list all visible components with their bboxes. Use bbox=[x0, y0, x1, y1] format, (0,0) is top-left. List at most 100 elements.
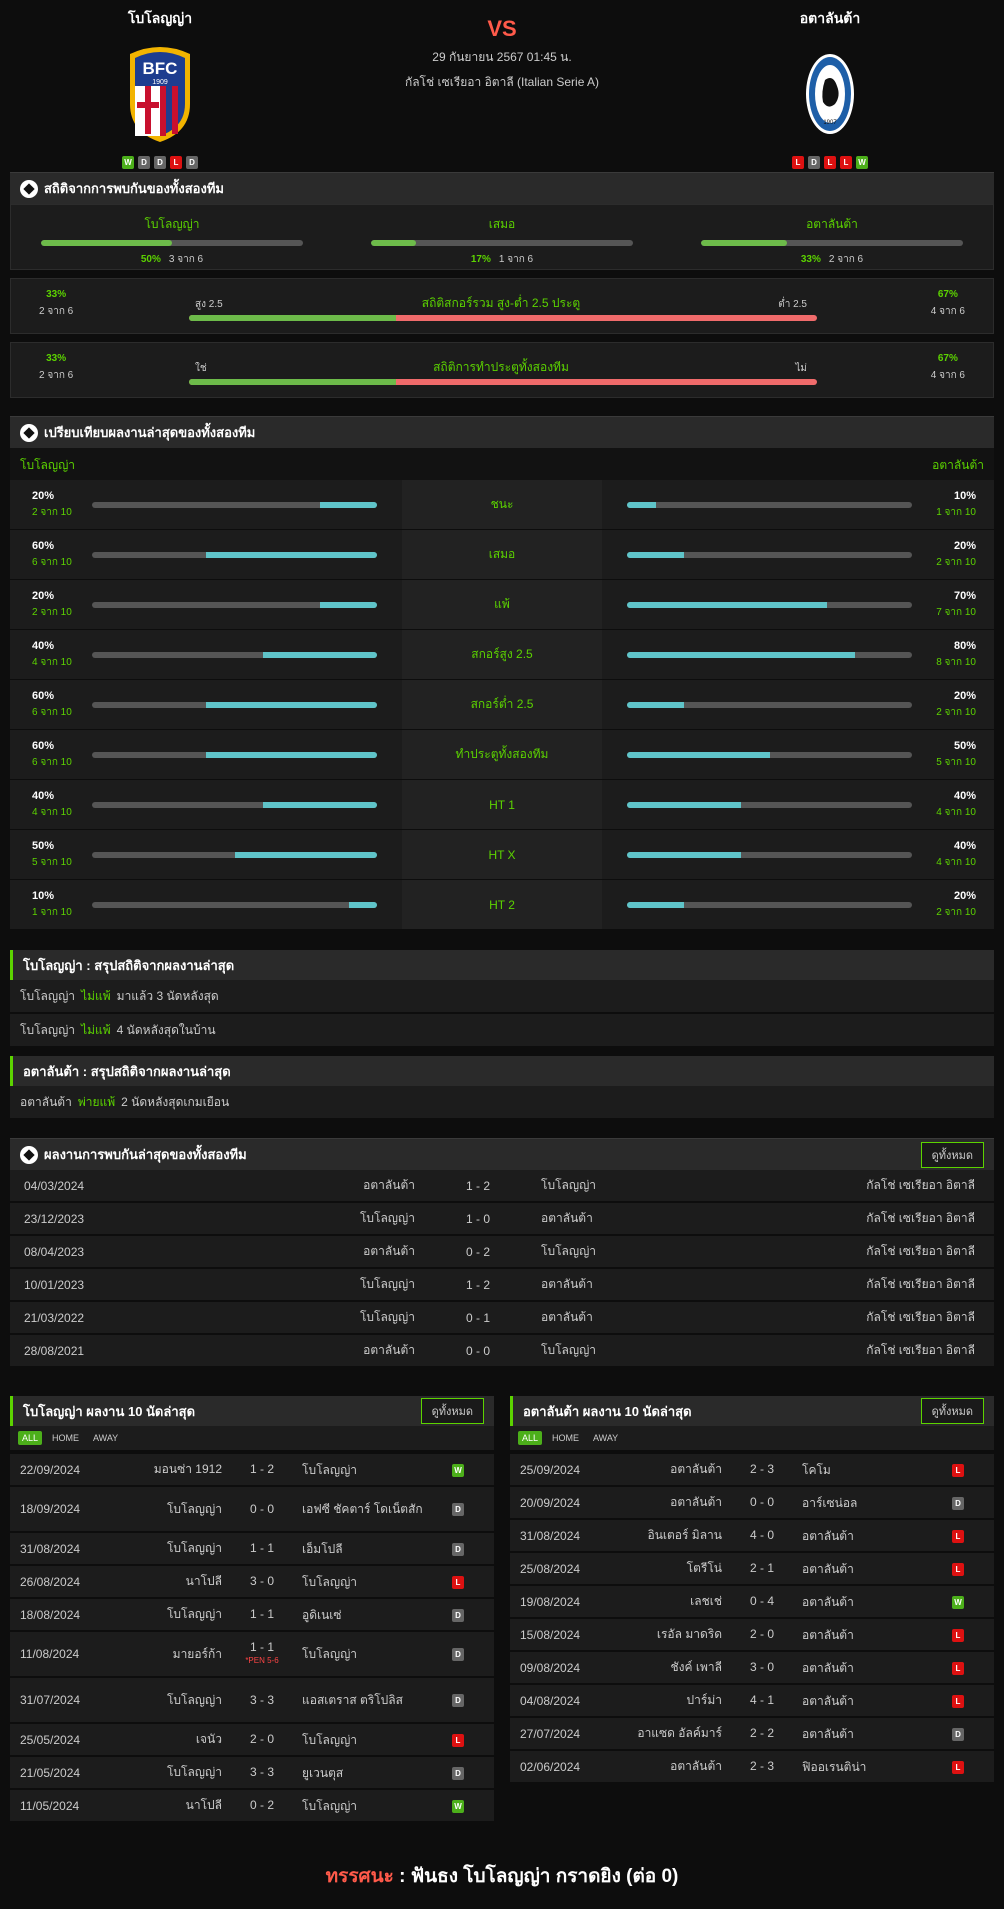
match-away: โบโลญญ่า bbox=[302, 1574, 358, 1589]
summary-team: โบโลญญ่า bbox=[20, 988, 76, 1003]
match-home: โบโลญญ่า bbox=[166, 1692, 222, 1707]
last-match-row[interactable]: 31/08/2024 อินเตอร์ มิลาน 4 - 0 อตาลันต้า L bbox=[510, 1520, 994, 1551]
last-match-row[interactable]: 21/05/2024 โบโลญญ่า 3 - 3 ยูเวนตุส D bbox=[10, 1757, 494, 1788]
away-last10-header: อตาลันต้า ผลงาน 10 นัดล่าสุด ดูทั้งหมด bbox=[510, 1396, 994, 1426]
match-date: 18/08/2024 bbox=[20, 1607, 81, 1622]
result-badge: L bbox=[952, 1562, 964, 1576]
vs-label: VS bbox=[487, 16, 517, 41]
last-match-row[interactable]: 18/08/2024 โบโลญญ่า 1 - 1 อูดิเนเซ่ D bbox=[10, 1599, 494, 1630]
tab-all[interactable]: ALL bbox=[18, 1431, 43, 1445]
tab-away[interactable]: AWAY bbox=[93, 1433, 119, 1443]
last-match-row[interactable]: 04/08/2024 ปาร์ม่า 4 - 1 อตาลันต้า L bbox=[510, 1685, 994, 1716]
match-row[interactable]: 21/03/2022 โบโลญญ่า 0 - 1 อตาลันต้า กัลโช่ เ… bbox=[10, 1302, 994, 1333]
home-view-all-button[interactable]: ดูทั้งหมด bbox=[420, 1398, 484, 1424]
match-away: โบโลญญ่า bbox=[302, 1732, 358, 1747]
match-home: อตาลันต้า bbox=[363, 1178, 415, 1192]
last-match-row[interactable]: 25/05/2024 เจนัว 2 - 0 โบโลญญ่า L bbox=[10, 1724, 494, 1755]
btts-no-label: ไม่ bbox=[795, 363, 807, 374]
compare-home-pct: 10% bbox=[32, 890, 55, 902]
match-date: 25/09/2024 bbox=[520, 1462, 581, 1477]
match-score-cell: 1 - 1 *PEN 5-6 bbox=[222, 1641, 302, 1667]
match-date: 25/08/2024 bbox=[520, 1561, 581, 1576]
compare-row: 60% 6 จาก 10 สกอร์ต่ำ 2.5 20% 2 จาก 10 bbox=[10, 680, 994, 730]
last-match-row[interactable]: 19/08/2024 เลชเช่ 0 - 4 อตาลันต้า W bbox=[510, 1586, 994, 1617]
result-badge: W bbox=[452, 1463, 464, 1477]
match-row[interactable]: 08/04/2023 อตาลันต้า 0 - 2 โบโลญญ่า กัลโช่ เ… bbox=[10, 1236, 994, 1267]
last-match-row[interactable]: 11/05/2024 นาโปลี 0 - 2 โบโลญญ่า W bbox=[10, 1790, 494, 1821]
last-match-row[interactable]: 25/09/2024 อตาลันต้า 2 - 3 โคโม L bbox=[510, 1454, 994, 1485]
view-all-button[interactable]: ดูทั้งหมด bbox=[920, 1141, 984, 1168]
last-match-row[interactable]: 31/07/2024 โบโลญญ่า 3 - 3 แอสเตราส ตริโปลิส… bbox=[10, 1678, 494, 1722]
match-date: 27/07/2024 bbox=[520, 1726, 581, 1741]
match-date: 29 กันยายน 2567 01:45 น. bbox=[432, 50, 572, 64]
btts-stats: 33% 2 จาก 6 ใช่ สถิติการทำประตูทั้งสองทีม… bbox=[10, 342, 994, 398]
h2h-title: สถิติจากการพบกันของทั้งสองทีม bbox=[44, 181, 224, 196]
h2h-bar bbox=[371, 240, 633, 246]
compare-home-bar bbox=[92, 752, 377, 758]
match-home: อตาลันต้า bbox=[670, 1495, 722, 1509]
match-home: โบโลญญ่า bbox=[359, 1277, 415, 1291]
btts-yes-label: ใช่ bbox=[195, 363, 207, 374]
last-match-row[interactable]: 26/08/2024 นาโปลี 3 - 0 โบโลญญ่า L bbox=[10, 1566, 494, 1597]
match-row[interactable]: 10/01/2023 โบโลญญ่า 1 - 2 อตาลันต้า กัลโช่ เ… bbox=[10, 1269, 994, 1300]
form-badge: L bbox=[792, 156, 804, 169]
summary-text: 4 นัดหลังสุดในบ้าน bbox=[116, 1022, 216, 1037]
match-info: VS 29 กันยายน 2567 01:45 น. กัลโช่ เซเรี… bbox=[310, 16, 694, 92]
match-score-cell: 3 - 0 bbox=[222, 1575, 302, 1588]
last-match-row[interactable]: 22/09/2024 มอนซ่า 1912 1 - 2 โบโลญญ่า W bbox=[10, 1454, 494, 1485]
result-badge: L bbox=[452, 1733, 464, 1747]
home-summary-title: โบโลญญ่า : สรุปสถิติจากผลงานล่าสุด bbox=[10, 950, 994, 980]
tab-all[interactable]: ALL bbox=[518, 1431, 543, 1445]
compare-row: 20% 2 จาก 10 แพ้ 70% 7 จาก 10 bbox=[10, 580, 994, 630]
match-date: 04/03/2024 bbox=[24, 1178, 85, 1193]
match-home: มอนซ่า 1912 bbox=[153, 1462, 222, 1476]
match-date: 15/08/2024 bbox=[520, 1627, 581, 1642]
verdict: ทรรศนะ : ฟันธง โบโลญญ่า กราดยิง (ต่อ 0) bbox=[10, 1861, 994, 1891]
match-score-cell: 2 - 3 bbox=[722, 1760, 802, 1773]
summary-highlight: ไม่แพ้ bbox=[81, 988, 111, 1003]
match-date: 20/09/2024 bbox=[520, 1495, 581, 1510]
home-last10-panel: โบโลญญ่า ผลงาน 10 นัดล่าสุด ดูทั้งหมด ALL… bbox=[10, 1396, 494, 1823]
tab-home[interactable]: HOME bbox=[52, 1433, 80, 1443]
last-match-row[interactable]: 25/08/2024 โตรีโน่ 2 - 1 อตาลันต้า L bbox=[510, 1553, 994, 1584]
compare-away-cell: 10% 1 จาก 10 bbox=[602, 480, 994, 529]
compare-home-count: 2 จาก 10 bbox=[32, 507, 72, 518]
compare-home-pct: 20% bbox=[32, 490, 55, 502]
last-match-row[interactable]: 15/08/2024 เรอัล มาดริด 2 - 0 อตาลันต้า L bbox=[510, 1619, 994, 1650]
form-badge: W bbox=[122, 156, 134, 169]
match-score: 4 - 0 bbox=[749, 1528, 774, 1542]
compare-home-count: 4 จาก 10 bbox=[32, 657, 72, 668]
match-row[interactable]: 28/08/2021 อตาลันต้า 0 - 0 โบโลญญ่า กัลโช่ เ… bbox=[10, 1335, 994, 1366]
compare-away-count: 4 จาก 10 bbox=[936, 857, 976, 868]
match-home: เลชเช่ bbox=[690, 1594, 722, 1608]
tab-home[interactable]: HOME bbox=[552, 1433, 580, 1443]
last-match-row[interactable]: 11/08/2024 มายอร์ก้า 1 - 1 *PEN 5-6 โบโลญญ่า… bbox=[10, 1632, 494, 1676]
compare-away-count: 2 จาก 10 bbox=[936, 707, 976, 718]
match-score: 1 - 2 bbox=[465, 1178, 490, 1193]
match-row[interactable]: 23/12/2023 โบโลญญ่า 1 - 0 อตาลันต้า กัลโช่ เ… bbox=[10, 1203, 994, 1234]
last-match-row[interactable]: 02/06/2024 อตาลันต้า 2 - 3 ฟิออเรนติน่า L bbox=[510, 1751, 994, 1782]
away-summary-title: อตาลันต้า : สรุปสถิติจากผลงานล่าสุด bbox=[10, 1056, 994, 1086]
match-home: อตาลันต้า bbox=[363, 1244, 415, 1258]
tab-away[interactable]: AWAY bbox=[593, 1433, 619, 1443]
compare-home-pct: 60% bbox=[32, 540, 55, 552]
match-score: 2 - 3 bbox=[749, 1462, 774, 1476]
match-row[interactable]: 04/03/2024 อตาลันต้า 1 - 2 โบโลญญ่า กัลโช่ เ… bbox=[10, 1170, 994, 1201]
result-badge: D bbox=[452, 1503, 464, 1516]
away-view-all-button[interactable]: ดูทั้งหมด bbox=[920, 1398, 984, 1424]
h2h-count: 1 จาก 6 bbox=[498, 254, 534, 265]
form-badge: D bbox=[186, 156, 198, 169]
form-badge: W bbox=[856, 156, 868, 169]
h2h-bar bbox=[41, 240, 303, 246]
last-match-row[interactable]: 18/09/2024 โบโลญญ่า 0 - 0 เอฟซี ชัคตาร์ โดเ… bbox=[10, 1487, 494, 1531]
last-match-row[interactable]: 20/09/2024 อตาลันต้า 0 - 0 อาร์เซน่อล D bbox=[510, 1487, 994, 1518]
compare-away-pct: 20% bbox=[953, 540, 976, 552]
last-match-row[interactable]: 09/08/2024 ชังค์ เพาลี 3 - 0 อตาลันต้า L bbox=[510, 1652, 994, 1683]
match-away: อตาลันต้า bbox=[802, 1660, 854, 1675]
last-match-row[interactable]: 31/08/2024 โบโลญญ่า 1 - 1 เอ็มโปลี D bbox=[10, 1533, 494, 1564]
last-match-row[interactable]: 27/07/2024 อาแซด อัลค์มาร์ 2 - 2 อตาลันต้า D bbox=[510, 1718, 994, 1749]
compare-home-name: โบโลญญ่า bbox=[20, 458, 76, 472]
form-badge: D bbox=[808, 156, 820, 169]
